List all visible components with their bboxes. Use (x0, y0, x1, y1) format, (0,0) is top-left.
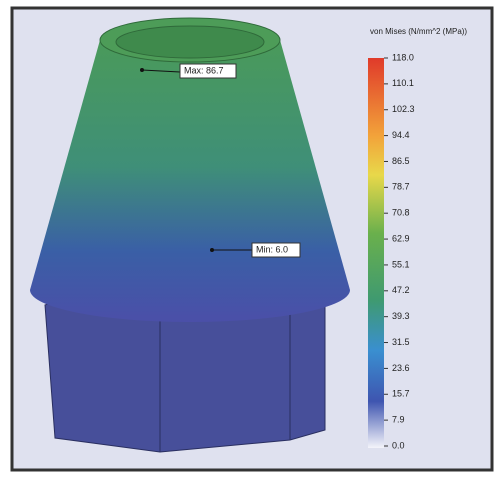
cone-bore (115, 25, 265, 59)
tick-label: 86.5 (392, 156, 410, 166)
max-label: Max: 86.7 (184, 65, 224, 75)
legend-ticks: 118.0 110.1 102.3 94.4 86.5 78.7 70.8 62.9 55.1 4… (384, 52, 415, 450)
tick-label: 55.1 (392, 259, 410, 269)
leader-line (141, 69, 181, 73)
tick-label: 94.4 (392, 130, 410, 140)
min-label: Min: 6.0 (256, 244, 288, 254)
tick-label: 47.2 (392, 285, 410, 295)
annotation-box (179, 63, 237, 79)
tick-label: 0.0 (392, 440, 405, 450)
color-bar (368, 58, 384, 448)
tick-label: 15.7 (392, 389, 410, 399)
legend-title: von Mises (N/mm^2 (MPa)) (370, 27, 467, 36)
tick-label: 110.1 (392, 78, 414, 88)
probe-point (210, 248, 214, 252)
tick-label: 78.7 (392, 182, 410, 192)
tick-label: 62.9 (392, 233, 410, 243)
tick-label: 70.8 (392, 208, 410, 218)
tick-label: 39.3 (392, 311, 410, 321)
tick-label: 118.0 (392, 52, 414, 62)
annotation-box (251, 242, 301, 258)
probe-point (140, 68, 144, 72)
tick-label: 7.9 (392, 415, 405, 425)
tick-label: 23.6 (392, 363, 410, 373)
tick-label: 31.5 (392, 337, 410, 347)
tick-label: 102.3 (392, 104, 415, 114)
